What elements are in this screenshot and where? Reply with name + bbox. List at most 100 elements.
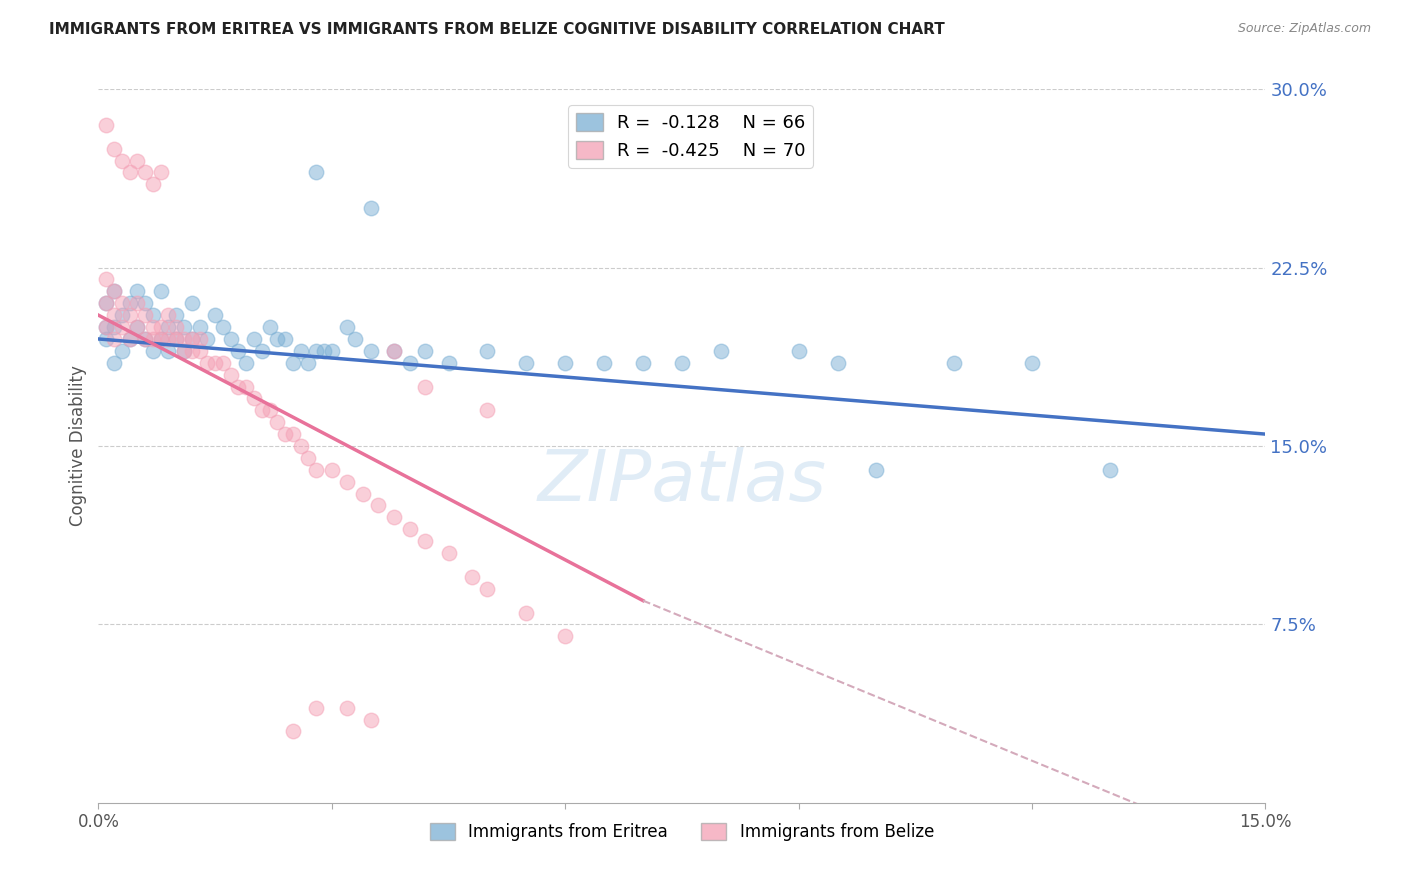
Point bbox=[212, 320, 235, 334]
Point bbox=[165, 332, 187, 346]
Point bbox=[413, 534, 436, 549]
Point bbox=[195, 356, 218, 370]
Point bbox=[243, 392, 266, 406]
Point bbox=[96, 272, 118, 286]
Y-axis label: Cognitive Disability: Cognitive Disability bbox=[69, 366, 87, 526]
Point bbox=[142, 308, 165, 322]
Point bbox=[134, 332, 156, 346]
Point bbox=[461, 570, 484, 584]
Point bbox=[157, 308, 180, 322]
Point bbox=[360, 201, 382, 215]
Point bbox=[134, 332, 156, 346]
Point bbox=[290, 439, 312, 453]
Point bbox=[281, 724, 304, 739]
Point bbox=[312, 343, 335, 358]
Point bbox=[413, 379, 436, 393]
Point bbox=[111, 296, 134, 310]
Point bbox=[180, 332, 202, 346]
Point bbox=[266, 332, 288, 346]
Point bbox=[142, 320, 165, 334]
Point bbox=[127, 285, 149, 299]
Point bbox=[165, 320, 187, 334]
Point bbox=[1021, 356, 1043, 370]
Point bbox=[188, 332, 211, 346]
Point bbox=[219, 332, 242, 346]
Point bbox=[103, 142, 125, 156]
Point bbox=[180, 332, 202, 346]
Point bbox=[305, 165, 328, 179]
Point bbox=[235, 356, 257, 370]
Point bbox=[250, 343, 273, 358]
Point bbox=[96, 332, 118, 346]
Point bbox=[827, 356, 849, 370]
Point bbox=[382, 343, 405, 358]
Point bbox=[127, 296, 149, 310]
Point bbox=[103, 332, 125, 346]
Point bbox=[127, 320, 149, 334]
Point bbox=[360, 713, 382, 727]
Point bbox=[134, 296, 156, 310]
Point bbox=[142, 178, 165, 192]
Point bbox=[865, 463, 887, 477]
Point bbox=[228, 379, 250, 393]
Point bbox=[554, 629, 576, 643]
Text: IMMIGRANTS FROM ERITREA VS IMMIGRANTS FROM BELIZE COGNITIVE DISABILITY CORRELATI: IMMIGRANTS FROM ERITREA VS IMMIGRANTS FR… bbox=[49, 22, 945, 37]
Point bbox=[297, 356, 319, 370]
Point bbox=[111, 153, 134, 168]
Point bbox=[96, 296, 118, 310]
Point bbox=[149, 332, 172, 346]
Point bbox=[96, 296, 118, 310]
Point bbox=[305, 463, 328, 477]
Point bbox=[382, 343, 405, 358]
Point bbox=[96, 118, 118, 132]
Point bbox=[142, 343, 165, 358]
Point bbox=[710, 343, 733, 358]
Point bbox=[243, 332, 266, 346]
Point bbox=[195, 332, 218, 346]
Point bbox=[593, 356, 616, 370]
Point bbox=[111, 320, 134, 334]
Point bbox=[134, 308, 156, 322]
Point bbox=[103, 308, 125, 322]
Point bbox=[477, 343, 499, 358]
Point bbox=[118, 308, 141, 322]
Point bbox=[671, 356, 693, 370]
Point bbox=[96, 320, 118, 334]
Point bbox=[398, 522, 420, 536]
Point bbox=[180, 296, 202, 310]
Point bbox=[281, 356, 304, 370]
Point bbox=[118, 296, 141, 310]
Point bbox=[157, 332, 180, 346]
Point bbox=[336, 475, 359, 489]
Point bbox=[943, 356, 966, 370]
Point bbox=[321, 343, 343, 358]
Point bbox=[631, 356, 654, 370]
Point bbox=[111, 343, 134, 358]
Point bbox=[360, 343, 382, 358]
Point bbox=[305, 343, 328, 358]
Point bbox=[515, 606, 537, 620]
Point bbox=[103, 320, 125, 334]
Point bbox=[103, 285, 125, 299]
Point bbox=[437, 356, 460, 370]
Legend: Immigrants from Eritrea, Immigrants from Belize: Immigrants from Eritrea, Immigrants from… bbox=[423, 816, 941, 848]
Point bbox=[142, 332, 165, 346]
Point bbox=[413, 343, 436, 358]
Point bbox=[157, 343, 180, 358]
Point bbox=[111, 308, 134, 322]
Point bbox=[204, 356, 226, 370]
Point bbox=[297, 450, 319, 465]
Point bbox=[266, 415, 288, 429]
Point bbox=[336, 320, 359, 334]
Point bbox=[173, 343, 195, 358]
Point bbox=[477, 403, 499, 417]
Point bbox=[344, 332, 367, 346]
Point bbox=[165, 332, 187, 346]
Point bbox=[127, 320, 149, 334]
Point bbox=[180, 343, 202, 358]
Point bbox=[336, 700, 359, 714]
Point bbox=[259, 320, 281, 334]
Point bbox=[173, 332, 195, 346]
Point bbox=[149, 332, 172, 346]
Point bbox=[173, 343, 195, 358]
